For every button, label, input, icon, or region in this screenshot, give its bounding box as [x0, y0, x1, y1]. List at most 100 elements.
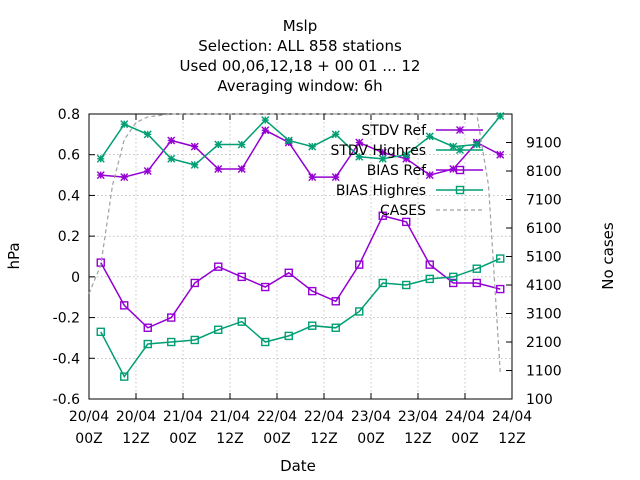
- x-tick-label-date: 21/04: [163, 409, 203, 425]
- bias-ref-point: [190, 278, 199, 288]
- stdv-highres-point: [355, 152, 364, 161]
- y-axis-label: hPa: [5, 242, 23, 269]
- y2-tick-label: 4100: [526, 278, 562, 294]
- stdv-highres-point: [96, 154, 105, 163]
- stdv-highres-point: [143, 130, 152, 139]
- bias-ref-point: [449, 278, 458, 288]
- y-tick-label: 0: [71, 270, 80, 286]
- x-tick-label-date: 21/04: [210, 409, 250, 425]
- x-tick-label-date: 24/04: [492, 409, 532, 425]
- legend-marker-bias-ref: [455, 165, 465, 175]
- bias-ref-point: [472, 278, 481, 288]
- x-axis: 20/04 00Z 20/04 12Z 21/04 00Z 21/04 12Z 22/04 00Z…: [69, 114, 532, 447]
- stdv-ref-point: [308, 173, 317, 182]
- bias-highres-point: [449, 272, 458, 282]
- bias-highres-point: [96, 327, 105, 337]
- x-tick-label-date: 22/04: [257, 409, 297, 425]
- plot-frame: [88, 113, 513, 400]
- x-tick-label-date: 23/04: [398, 409, 438, 425]
- cases-line: [88, 113, 501, 374]
- legend-marker-stdv-ref: [456, 126, 464, 134]
- y2-tick-label: 7100: [526, 193, 562, 209]
- stdv-ref-point: [96, 171, 105, 180]
- stdv-ref-point: [167, 136, 176, 145]
- chart-title-line-3: Used 00,06,12,18 + 00 01 ... 12: [180, 57, 421, 75]
- x-tick-label-date: 22/04: [304, 409, 344, 425]
- x-tick-label-hour: 00Z: [75, 431, 102, 447]
- y-axis: -0.6 -0.4 -0.2 0 0.2 0.4 0.6 0.8: [53, 107, 95, 408]
- bias-highres-point: [214, 325, 223, 334]
- stdv-highres-point: [308, 142, 317, 151]
- stdv-highres-point: [167, 154, 176, 163]
- stdv-highres-point: [214, 140, 223, 149]
- series-bias-highres: [96, 254, 505, 381]
- stdv-ref-point: [237, 164, 246, 173]
- x-tick-label-hour: 12Z: [216, 431, 243, 447]
- bias-highres-line: [100, 257, 501, 379]
- bias-ref-line: [100, 214, 501, 329]
- stdv-ref-point: [261, 126, 270, 135]
- stdv-ref-point: [331, 173, 340, 182]
- x-tick-label-date: 20/04: [116, 409, 156, 425]
- stdv-highres-point: [237, 140, 246, 149]
- y2-axis: 100 1100 2100 3100 4100 5100 6100 7100 8100 9100: [506, 136, 562, 408]
- bias-highres-point: [237, 317, 246, 326]
- y-tick-label: 0.6: [58, 148, 80, 164]
- bias-highres-point: [496, 254, 505, 263]
- bias-highres-point: [190, 335, 199, 345]
- stdv-highres-point: [284, 136, 293, 145]
- y-tick-label: -0.4: [53, 351, 80, 367]
- stdv-ref-point: [449, 164, 458, 173]
- y2-tick-label: 8100: [526, 164, 562, 180]
- stdv-ref-point: [143, 167, 152, 175]
- y2-tick-label: 1100: [526, 364, 562, 380]
- stdv-ref-point: [355, 138, 364, 147]
- stdv-highres-point: [190, 160, 199, 169]
- bias-highres-point: [425, 274, 434, 284]
- legend: STDV Ref STDV Highres BIAS Ref BIAS Highres…: [330, 123, 483, 219]
- y-tick-label: -0.2: [53, 311, 80, 327]
- x-tick-label-hour: 00Z: [263, 431, 290, 447]
- bias-ref-point: [402, 217, 411, 227]
- legend-label-stdv-highres: STDV Highres: [330, 143, 426, 159]
- x-tick-label-hour: 00Z: [357, 431, 384, 447]
- stdv-highres-point: [449, 142, 458, 151]
- bias-ref-point: [496, 284, 505, 294]
- legend-label-stdv-ref: STDV Ref: [361, 123, 427, 139]
- stdv-ref-point: [378, 148, 387, 157]
- chart-title-line-1: Mslp: [283, 17, 317, 35]
- bias-ref-point: [214, 262, 223, 271]
- y2-tick-label: 9100: [526, 136, 562, 152]
- y2-tick-label: 2100: [526, 335, 562, 351]
- bias-ref-point: [331, 297, 340, 306]
- legend-marker-stdv-highres: [456, 146, 464, 154]
- bias-highres-point: [120, 372, 129, 381]
- x-tick-label-date: 20/04: [69, 409, 109, 425]
- bias-highres-point: [167, 337, 176, 347]
- bias-ref-point: [261, 282, 270, 292]
- bias-highres-point: [472, 264, 481, 273]
- grid: [89, 113, 512, 400]
- y2-axis-label: No cases: [599, 222, 617, 290]
- x-tick-label-hour: 12Z: [498, 431, 525, 447]
- bias-ref-point: [425, 260, 434, 269]
- bias-highres-point: [331, 323, 340, 332]
- bias-ref-point: [237, 272, 246, 282]
- stdv-ref-point: [190, 142, 199, 151]
- y2-tick-label: 100: [526, 392, 553, 408]
- y-tick-label: 0.2: [58, 229, 80, 245]
- bias-ref-point: [167, 313, 176, 322]
- bias-highres-point: [143, 339, 152, 349]
- series-bias-ref: [96, 211, 505, 332]
- y-tick-label: 0.4: [58, 188, 80, 204]
- legend-label-bias-ref: BIAS Ref: [367, 163, 427, 179]
- bias-highres-point: [261, 337, 270, 347]
- x-tick-label-hour: 00Z: [169, 431, 196, 447]
- x-axis-label: Date: [280, 457, 316, 475]
- bias-ref-point: [308, 286, 317, 296]
- series-layer: [88, 112, 505, 381]
- y-tick-label: -0.6: [53, 392, 80, 408]
- x-tick-label-hour: 12Z: [404, 431, 431, 447]
- chart-title-line-2: Selection: ALL 858 stations: [198, 37, 402, 55]
